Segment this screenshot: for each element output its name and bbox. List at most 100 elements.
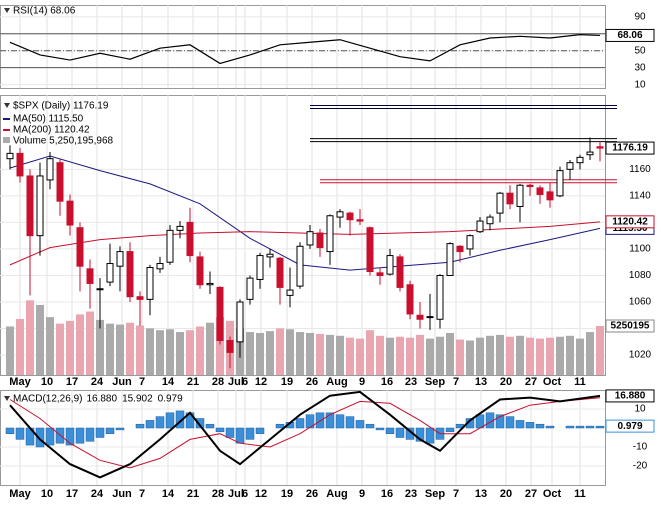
histogram-bar xyxy=(545,425,555,429)
volume-bar xyxy=(426,338,434,375)
volume-bar xyxy=(376,335,384,375)
value-box-label: 1176.19 xyxy=(612,143,648,154)
candle-body xyxy=(446,243,454,276)
x-tick-label: 21 xyxy=(187,376,199,388)
value-box xyxy=(605,419,655,433)
legend-label: 16.880 xyxy=(86,394,117,405)
value-box-label: 5250195 xyxy=(611,321,650,332)
candle-body xyxy=(126,251,134,298)
x-tick-label: 7 xyxy=(139,376,145,388)
x-tick-label: 23 xyxy=(405,376,417,388)
histogram-bar xyxy=(595,425,605,429)
candle-body xyxy=(546,191,554,201)
candle-body xyxy=(406,284,414,315)
x-tick-label: 13 xyxy=(475,376,487,388)
histogram-bar xyxy=(115,427,125,431)
volume-bar xyxy=(406,337,414,375)
x-tick-label: 23 xyxy=(405,488,417,500)
candle-body xyxy=(536,187,544,196)
candle-body xyxy=(456,245,464,253)
x-tick-label: 26 xyxy=(306,376,318,388)
histogram-bar xyxy=(195,418,205,429)
volume-bar xyxy=(266,331,274,375)
x-tick-label: 17 xyxy=(66,488,78,500)
x-tick-label: 17 xyxy=(66,376,78,388)
histogram-bar xyxy=(295,418,305,429)
volume-bar xyxy=(16,319,24,375)
volume-bar xyxy=(56,323,64,375)
candle-body xyxy=(66,200,74,226)
volume-bar xyxy=(356,338,364,375)
candle-body xyxy=(256,255,264,280)
line-series xyxy=(9,390,601,479)
histogram-bar xyxy=(205,423,215,429)
candle-body xyxy=(486,216,494,225)
x-tick-label: Sep xyxy=(425,376,445,388)
x-tick-label: 9 xyxy=(359,376,365,388)
volume-bar xyxy=(176,332,184,375)
histogram-bar xyxy=(305,414,315,429)
legend-label: Volume 5,250,195,968 xyxy=(13,136,114,147)
x-tick-label: May xyxy=(9,376,31,388)
x-tick-label: 12 xyxy=(255,488,267,500)
volume-bar xyxy=(296,332,304,375)
x-tick-label: Jul xyxy=(228,376,244,388)
histogram-bar xyxy=(45,427,55,446)
candle-body xyxy=(36,175,44,237)
y-tick-label: 1060 xyxy=(629,297,652,308)
candle-body xyxy=(516,184,524,207)
candle-body xyxy=(26,175,34,237)
candle-body xyxy=(416,314,424,320)
x-tick-label: 12 xyxy=(255,376,267,388)
histogram-bar xyxy=(445,427,455,433)
candle-body xyxy=(286,289,294,296)
value-box-label: 1120.42 xyxy=(612,216,648,227)
candle-body xyxy=(336,211,344,218)
legend-icon xyxy=(4,396,10,401)
candle-body xyxy=(246,277,254,300)
legend-icon xyxy=(4,8,10,13)
candle-body xyxy=(116,251,124,267)
histogram-bar xyxy=(335,414,345,429)
x-tick-label: 13 xyxy=(475,488,487,500)
line-series xyxy=(9,34,601,65)
x-tick-label: 16 xyxy=(381,488,393,500)
x-tick-label: 14 xyxy=(162,376,175,388)
value-box xyxy=(605,141,655,155)
volume-bar xyxy=(276,328,284,375)
candle-body xyxy=(496,192,504,214)
volume-bar xyxy=(306,333,314,375)
histogram-bar xyxy=(385,427,395,434)
candle-body xyxy=(56,162,64,202)
x-tick-label: 28 xyxy=(212,488,224,500)
histogram-bar xyxy=(75,427,85,444)
volume-bar xyxy=(516,335,524,375)
y-tick-label: 10 xyxy=(634,404,646,415)
candle-body xyxy=(466,235,474,250)
legend-swatch xyxy=(3,137,10,143)
x-tick-label: Sep xyxy=(425,488,445,500)
volume-bar xyxy=(506,336,514,375)
histogram-bar xyxy=(245,427,255,440)
candle-body xyxy=(316,232,324,249)
volume-bar xyxy=(586,332,594,375)
candle-body xyxy=(166,229,174,263)
candle-body xyxy=(146,267,154,300)
histogram-bar xyxy=(495,414,505,429)
candle-body xyxy=(426,316,434,319)
x-tick-label: 7 xyxy=(453,488,459,500)
histogram-bar xyxy=(215,427,225,433)
candle-body xyxy=(356,219,364,222)
x-tick-label: 24 xyxy=(91,376,104,388)
volume-bar xyxy=(246,332,254,375)
line-series xyxy=(9,221,601,266)
volume-bar xyxy=(366,330,374,375)
candle-body xyxy=(296,245,304,287)
value-box xyxy=(605,28,655,42)
legend-label: 0.979 xyxy=(158,394,183,405)
y-tick-label: 1100 xyxy=(629,244,651,255)
x-tick-label: 6 xyxy=(242,376,248,388)
price-title: $SPX (Daily) 1176.19 xyxy=(13,101,109,112)
candle-body xyxy=(206,282,214,286)
